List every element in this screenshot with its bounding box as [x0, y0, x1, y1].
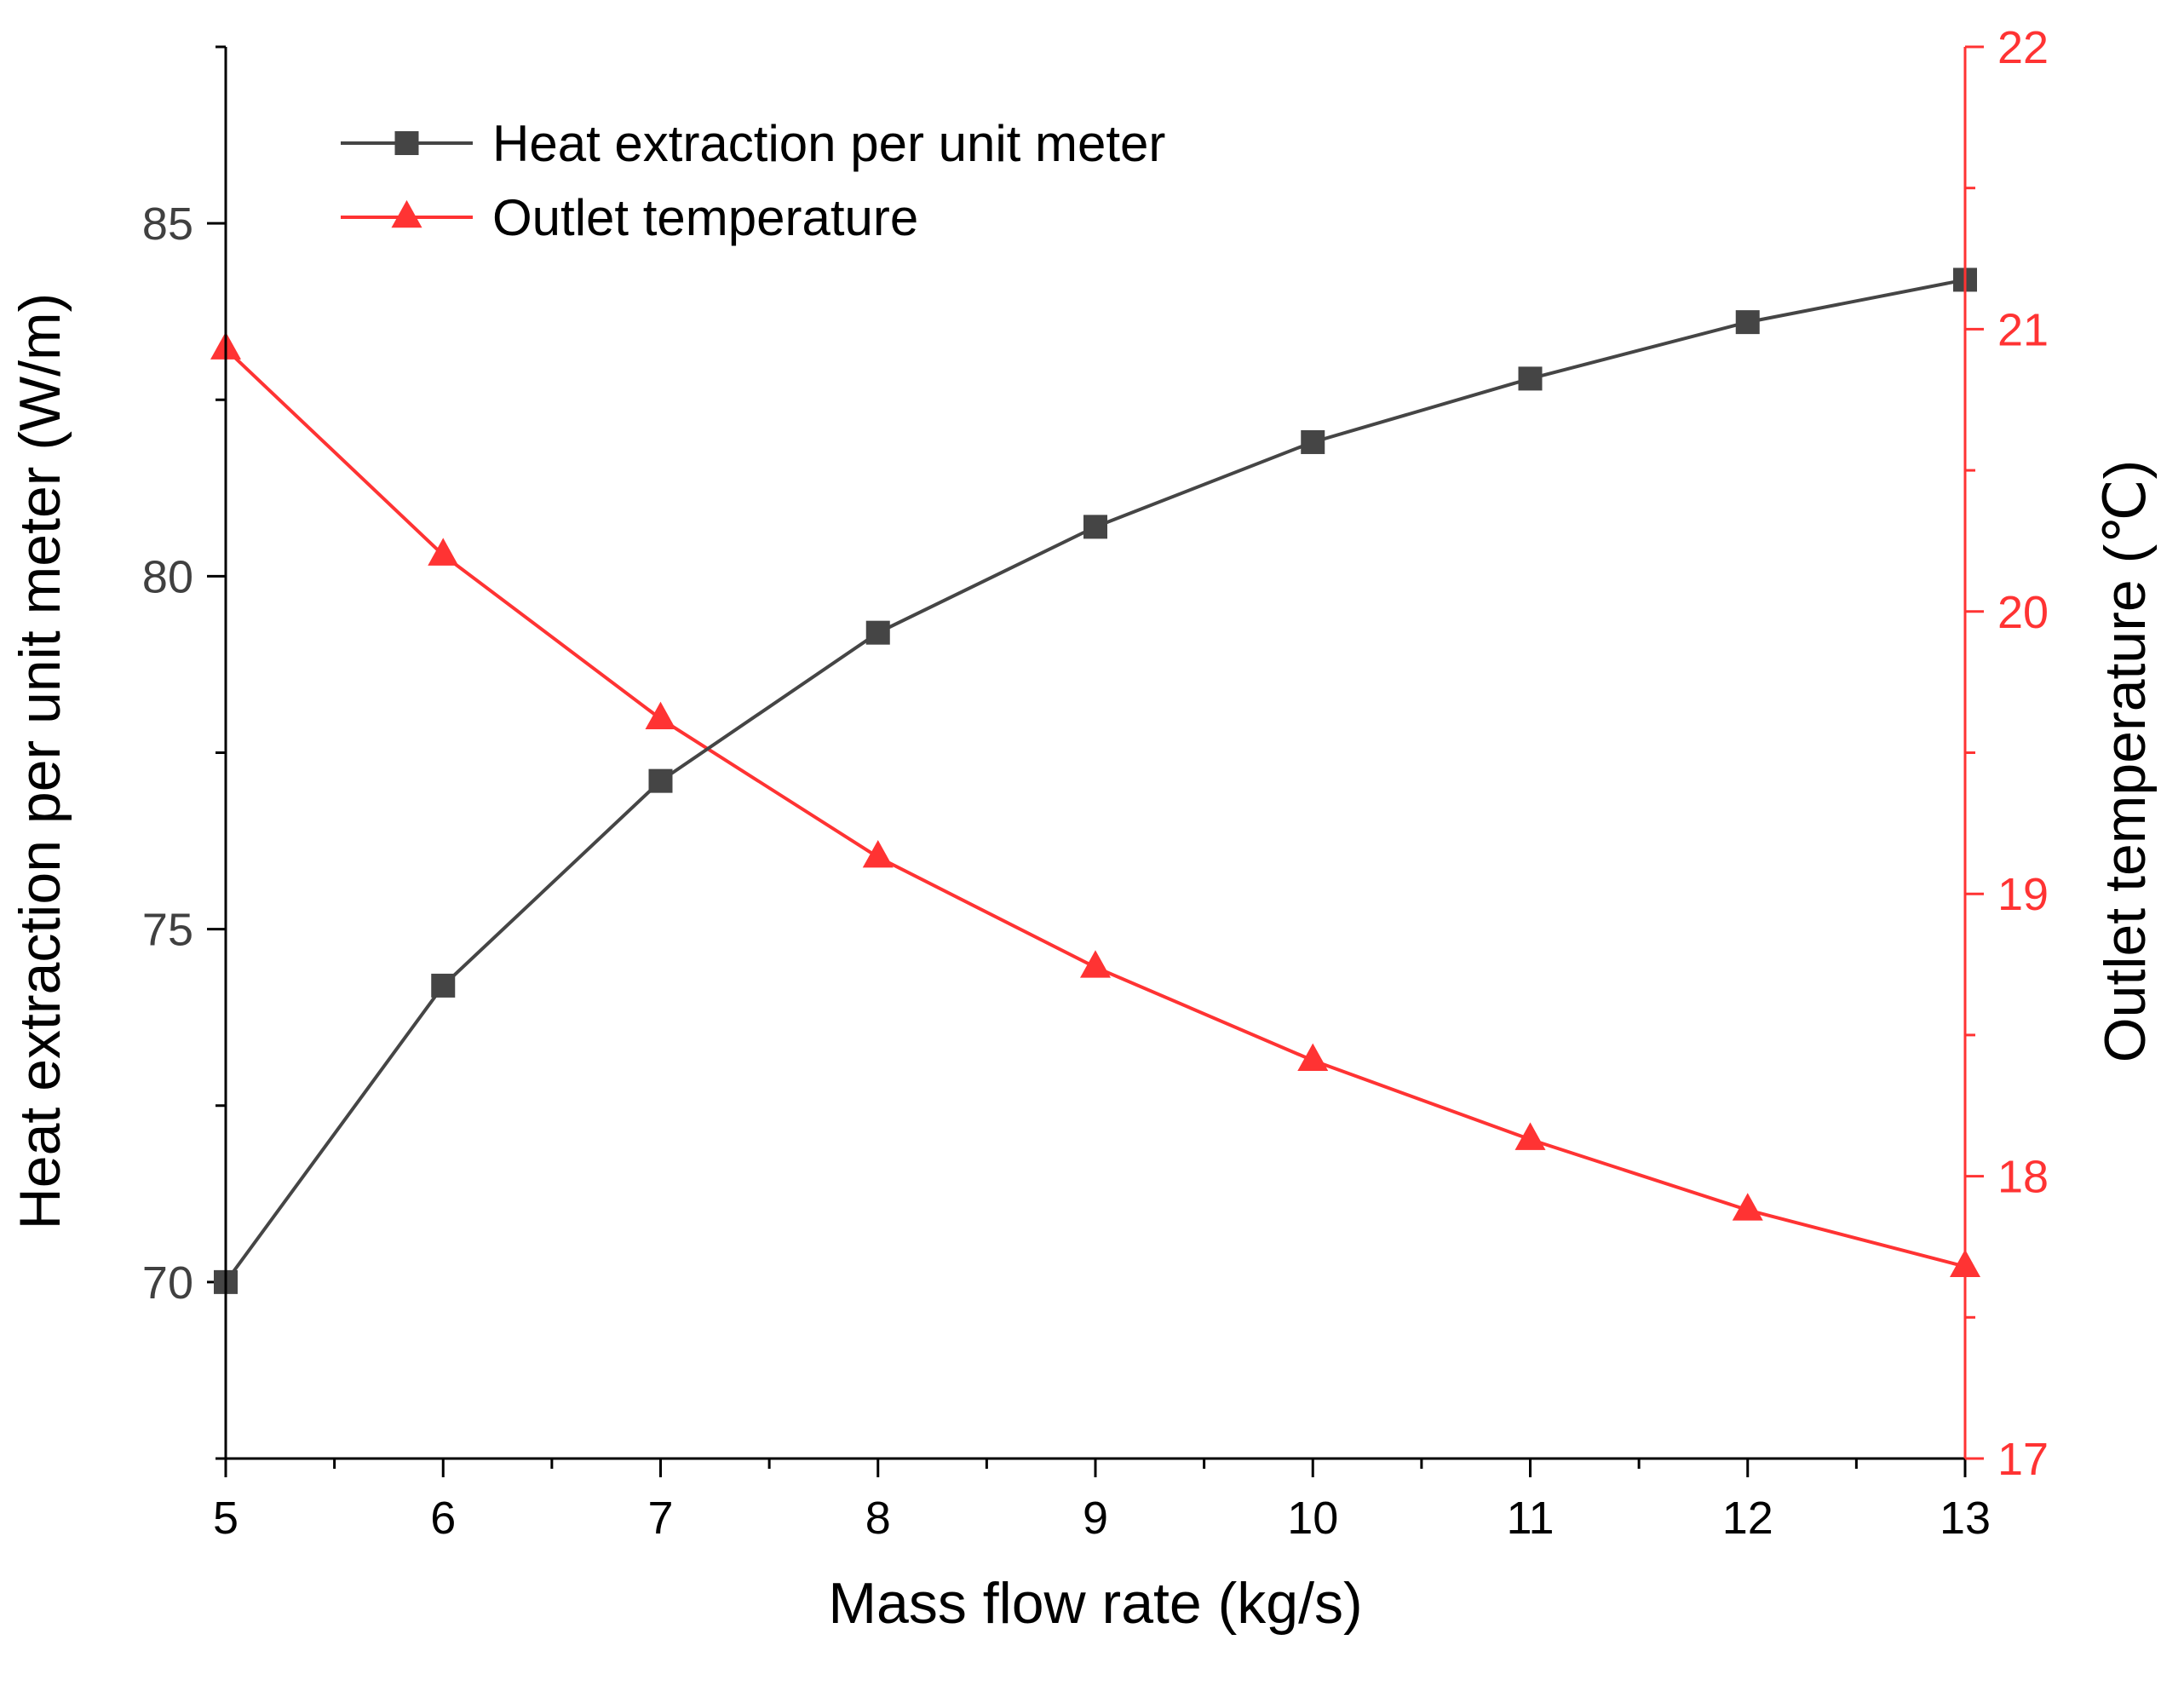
point-heat-extraction: [1301, 429, 1325, 454]
point-heat-extraction: [1518, 366, 1543, 391]
point-outlet-temperature: [428, 538, 459, 566]
point-outlet-temperature: [1732, 1193, 1763, 1221]
y2-tick-label: 21: [1997, 304, 2049, 355]
x-tick-label: 7: [647, 1493, 673, 1544]
axes-frame: [224, 47, 1967, 1460]
point-heat-extraction: [865, 620, 890, 645]
legend-label-outlet: Outlet temperature: [492, 189, 918, 246]
y2-axis-title: Outlet temperature (℃): [2093, 460, 2158, 1063]
series-line-outlet-temperature: [224, 348, 1966, 1269]
y-tick-label: 80: [142, 551, 193, 602]
axis-ticks: [207, 45, 1984, 1477]
point-heat-extraction: [648, 768, 673, 793]
x-axis-title: Mass flow rate (kg/s): [828, 1571, 1362, 1636]
point-outlet-temperature: [645, 701, 676, 730]
y-tick-label: 85: [142, 199, 193, 250]
y2-tick-label: 18: [1997, 1152, 2049, 1203]
x-tick-label: 6: [430, 1493, 456, 1544]
point-outlet-temperature: [1514, 1122, 1546, 1150]
y-tick-label: 70: [142, 1257, 193, 1309]
point-outlet-temperature: [1080, 950, 1111, 978]
series-line-heat-extraction: [224, 278, 1966, 1284]
point-heat-extraction: [1735, 310, 1760, 335]
y2-tick-label: 17: [1997, 1434, 2049, 1485]
x-tick-label: 5: [213, 1493, 239, 1544]
y2-tick-label: 20: [1997, 587, 2049, 638]
y2-tick-label: 19: [1997, 869, 2049, 920]
tick-labels: 5 6 7 8 9 10 11 12 13 70 75 80 85 17 18 19 20 21 22: [142, 22, 2049, 1544]
point-outlet-temperature: [862, 840, 894, 868]
point-heat-extraction: [1083, 515, 1107, 539]
x-tick-label: 9: [1083, 1493, 1108, 1544]
legend-marker-square: [394, 131, 419, 155]
legend-label-heat: Heat extraction per unit meter: [492, 115, 1165, 172]
x-tick-label: 10: [1287, 1493, 1338, 1544]
data-markers: [210, 268, 1980, 1294]
y-tick-label: 75: [142, 905, 193, 956]
y-axis-title: Heat extraction per unit meter (W/m): [8, 293, 72, 1230]
point-heat-extraction: [431, 973, 456, 998]
legend-marker-triangle: [391, 199, 422, 228]
y2-tick-label: 22: [1997, 22, 2049, 73]
legend: Heat extraction per unit meter Outlet te…: [341, 115, 1165, 246]
x-tick-label: 8: [865, 1493, 891, 1544]
x-tick-label: 11: [1506, 1493, 1554, 1544]
series-lines: [224, 278, 1966, 1284]
x-tick-label: 13: [1940, 1493, 1991, 1544]
point-outlet-temperature: [1297, 1043, 1329, 1072]
x-tick-label: 12: [1722, 1493, 1773, 1544]
